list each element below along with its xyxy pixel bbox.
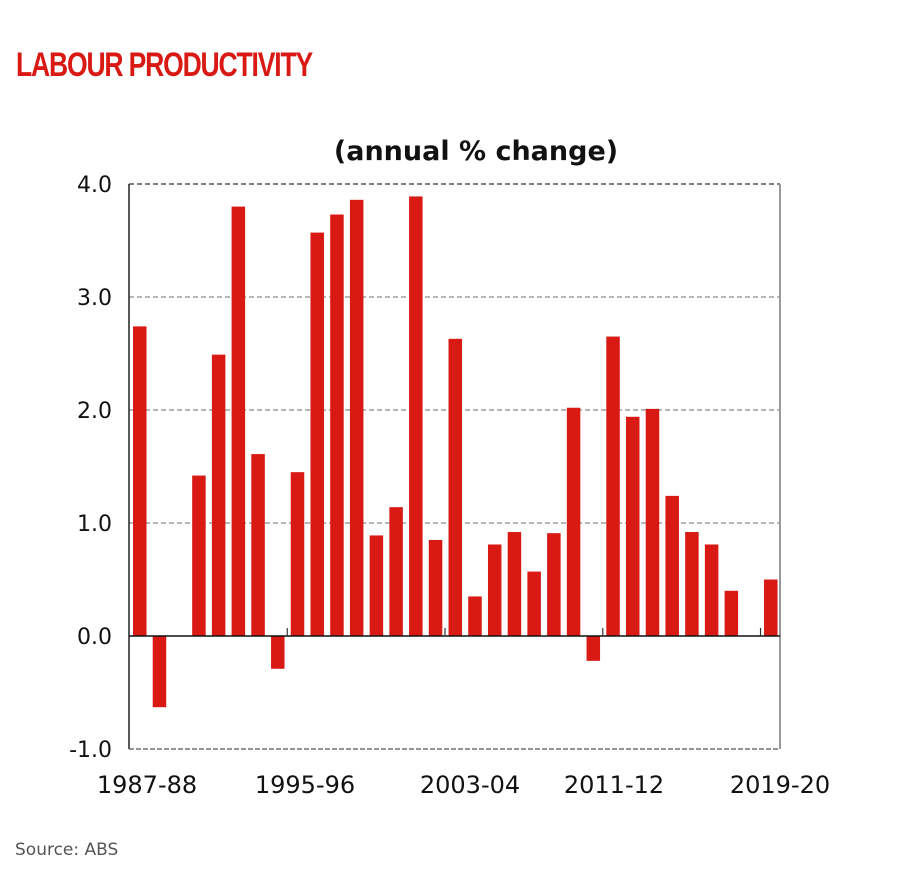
bar <box>409 196 423 636</box>
axes <box>128 184 781 750</box>
bars <box>133 196 778 708</box>
bar <box>685 532 699 636</box>
bar <box>133 326 147 636</box>
bar <box>349 199 364 636</box>
chart-title: LABOUR PRODUCTIVITY <box>16 46 313 84</box>
bar <box>704 544 719 636</box>
bar <box>724 590 739 636</box>
bar <box>310 232 324 636</box>
bar <box>389 507 403 636</box>
bar <box>290 472 305 636</box>
y-tick-label: 2.0 <box>77 399 112 424</box>
bar <box>152 636 167 708</box>
bar <box>665 495 679 636</box>
x-tick-label: 1995-96 <box>255 771 355 799</box>
bar <box>586 636 601 661</box>
bar <box>527 571 541 636</box>
source-note: Source: ABS <box>15 840 119 860</box>
bar <box>369 535 384 636</box>
bar <box>566 407 581 636</box>
bar <box>448 338 463 636</box>
bar <box>211 354 226 636</box>
bar <box>231 206 246 636</box>
bar <box>271 636 285 669</box>
bar <box>626 416 640 636</box>
bar <box>606 336 620 636</box>
bar <box>330 214 344 636</box>
x-axis-ticks: 1987-88 1995-96 2003-04 2011-12 2019-20 <box>97 771 830 799</box>
y-tick-label: 0.0 <box>77 625 112 650</box>
bar <box>487 544 502 636</box>
bar <box>645 408 660 636</box>
bar <box>251 454 265 636</box>
y-tick-label: 1.0 <box>77 512 112 537</box>
bar <box>507 532 522 636</box>
x-tick-label: 2003-04 <box>420 771 520 799</box>
y-tick-label: 4.0 <box>77 173 112 198</box>
x-tick-label: 2019-20 <box>730 771 830 799</box>
chart-subtitle: (annual % change) <box>334 136 618 167</box>
y-tick-label: 3.0 <box>77 286 112 311</box>
x-tick-label: 1987-88 <box>97 771 197 799</box>
bar <box>428 539 443 636</box>
bar <box>468 596 482 636</box>
bar <box>547 533 561 636</box>
bar <box>764 579 778 636</box>
y-tick-label: -1.0 <box>69 738 112 763</box>
x-tick-label: 2011-12 <box>564 771 664 799</box>
bar <box>192 475 206 636</box>
y-axis-ticks: -1.0 0.0 1.0 2.0 3.0 4.0 <box>69 173 112 763</box>
